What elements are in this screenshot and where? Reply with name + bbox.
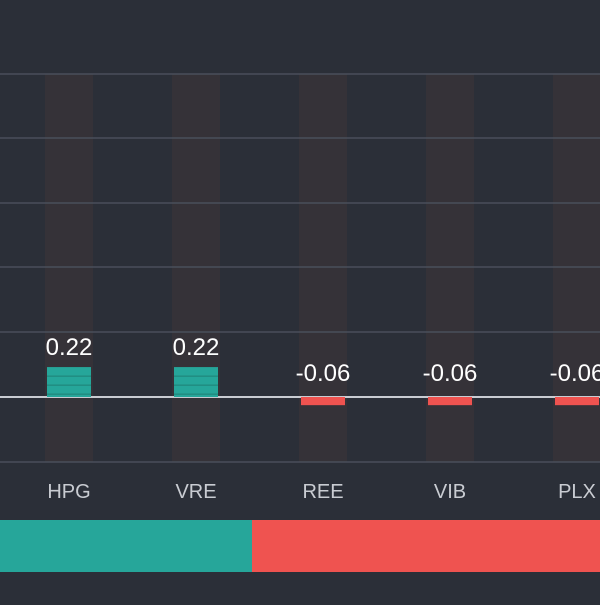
bar-vib xyxy=(428,397,472,406)
tick-label-hpg: HPG xyxy=(47,481,90,503)
bar-plx xyxy=(555,397,599,406)
tick-label-plx: PLX xyxy=(558,481,596,503)
data-label-vre: 0.22 xyxy=(173,334,220,361)
data-label-plx: -0.06 xyxy=(550,360,600,387)
breadth-positive-segment xyxy=(0,520,252,572)
column-band xyxy=(45,74,93,462)
data-label-vib: -0.06 xyxy=(423,360,478,387)
bar-ree xyxy=(301,397,345,406)
tick-label-vre: VRE xyxy=(175,481,216,503)
x-tick-labels: HPG VRE REE VIB PLX xyxy=(47,481,596,503)
bar-hpg xyxy=(47,367,91,397)
market-breadth-bar xyxy=(0,520,600,572)
tick-label-vib: VIB xyxy=(434,481,466,503)
data-label-hpg: 0.22 xyxy=(46,334,93,361)
bar-vre xyxy=(174,367,218,397)
column-band xyxy=(172,74,220,462)
tick-label-ree: REE xyxy=(302,481,343,503)
gridlines xyxy=(0,73,600,463)
breadth-negative-segment xyxy=(252,520,600,572)
data-labels: 0.22 0.22 -0.06 -0.06 -0.06 xyxy=(46,334,600,387)
data-label-ree: -0.06 xyxy=(296,360,351,387)
bars xyxy=(47,367,599,406)
